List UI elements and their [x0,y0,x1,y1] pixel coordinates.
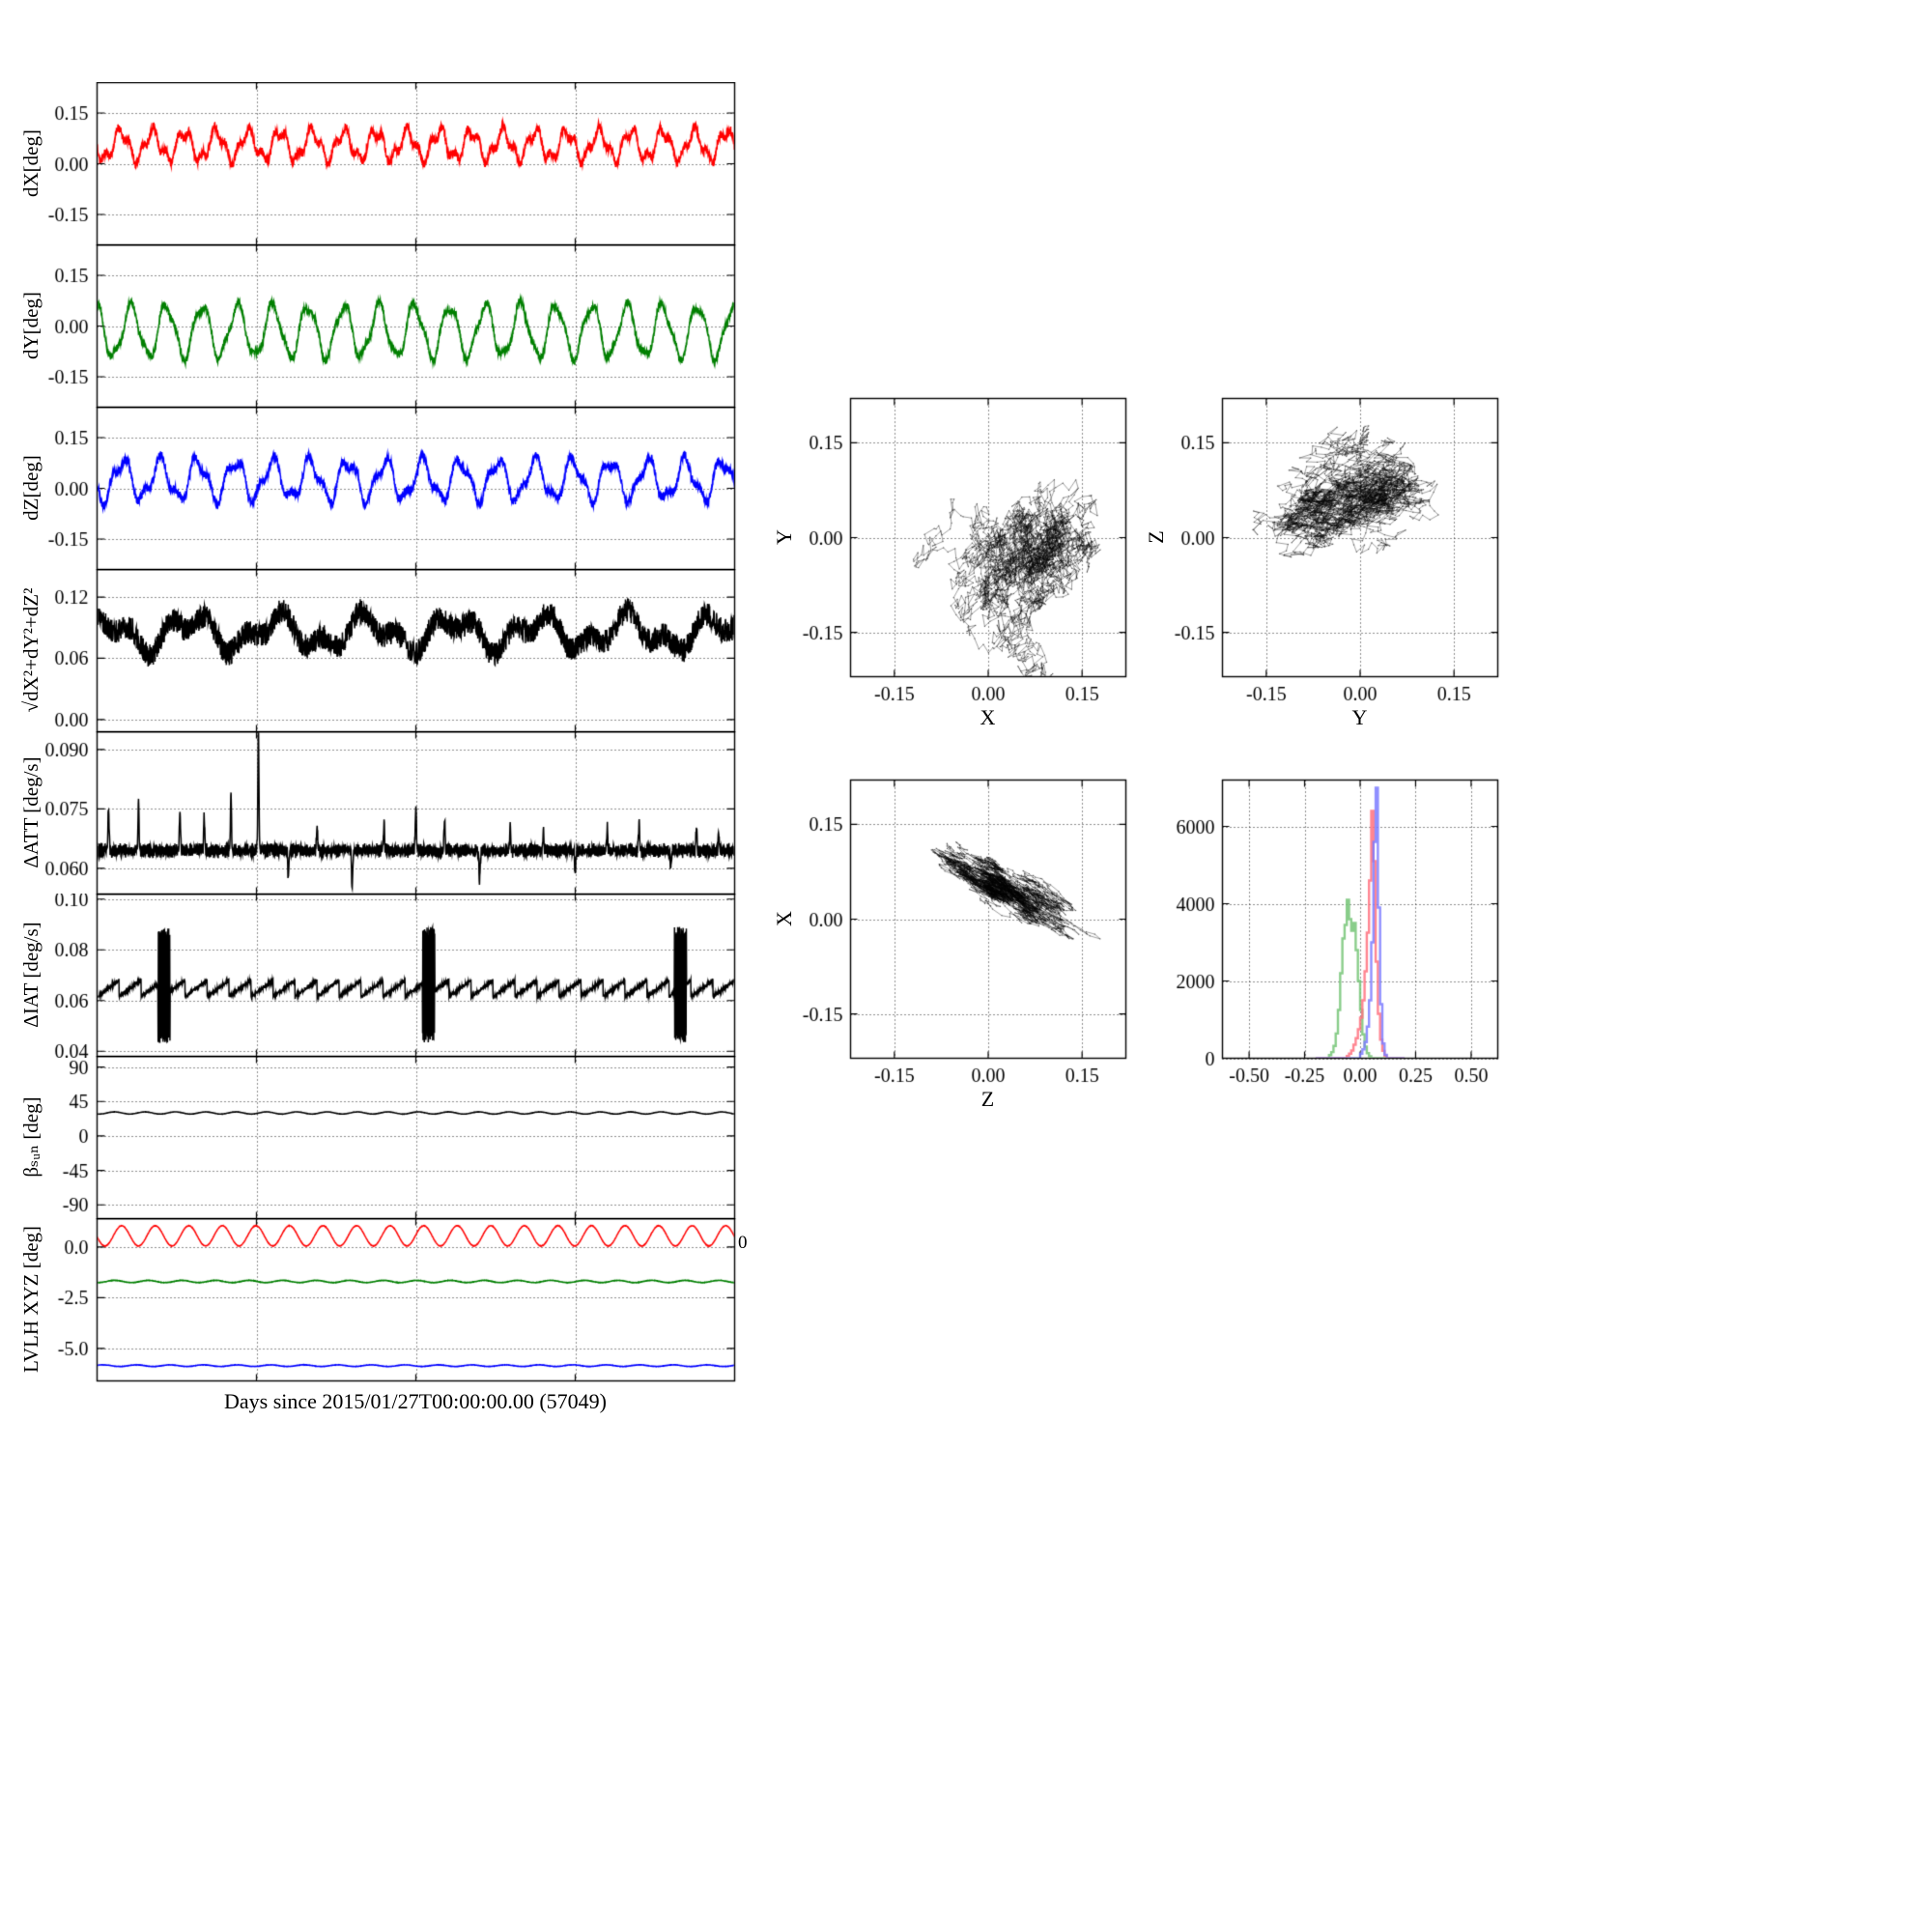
panel-dz [29,407,744,571]
y-axis-label-lvlh: LVLH XYZ [deg] [18,1225,43,1374]
x-axis-label-time: Days since 2015/01/27T00:00:00.00 (57049… [224,1389,607,1413]
scatter-x-vs-z [763,763,1140,1087]
scatter-y-vs-x [763,382,1140,705]
right-zero-tick-label: 0 [738,1233,748,1253]
x-axis-label-scatter-zx: Z [980,1087,995,1111]
x-axis-label-scatter-xy: X [980,705,996,729]
histogram-components [1135,763,1512,1087]
panel-delta-att [29,731,744,895]
y-axis-label-scatter-xy: Y [772,529,796,545]
panel-dy [29,244,744,409]
panel-delta-iat [29,894,744,1058]
panel-beta-sun [29,1056,744,1220]
x-axis-label-scatter-yz: Y [1351,705,1368,729]
y-axis-label-scatter-yz: Z [1144,530,1168,544]
y-axis-label-scatter-zx: X [772,911,796,926]
panel-dx [29,82,744,246]
scatter-z-vs-y [1135,382,1512,705]
panel-lvlh [29,1218,744,1382]
panel-magnitude [29,569,744,733]
